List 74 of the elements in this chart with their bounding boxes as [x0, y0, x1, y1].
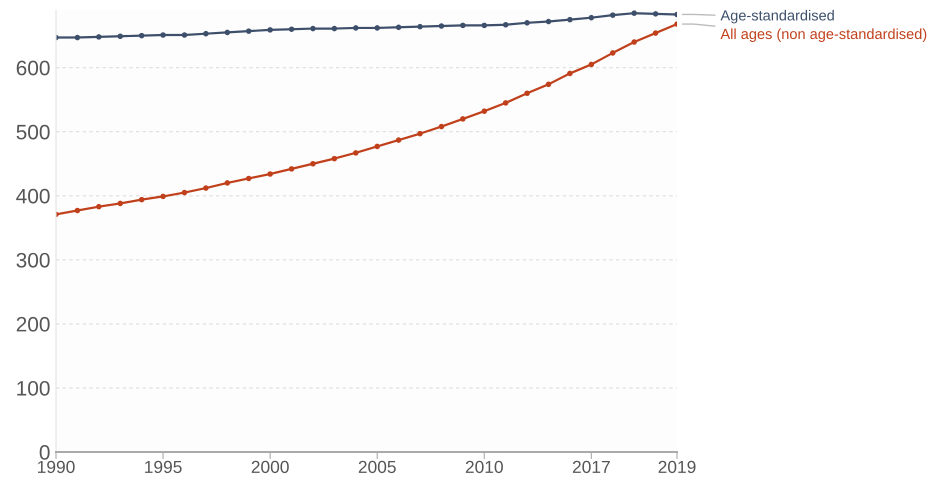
point	[396, 137, 402, 143]
point	[203, 30, 209, 36]
point	[288, 26, 294, 32]
point	[374, 25, 380, 31]
point	[267, 171, 273, 177]
point	[138, 32, 144, 38]
point	[546, 18, 552, 24]
y-tick-label: 500	[16, 124, 50, 140]
point	[631, 10, 637, 16]
point	[224, 30, 230, 36]
point	[546, 82, 552, 88]
point	[588, 62, 594, 68]
point	[502, 100, 508, 106]
point	[182, 190, 188, 196]
point	[310, 26, 316, 32]
point	[160, 194, 166, 200]
x-tick-label: 2000	[252, 460, 289, 474]
point	[246, 176, 252, 182]
point	[267, 27, 273, 33]
point	[417, 24, 423, 30]
point	[74, 208, 80, 214]
point	[631, 39, 637, 45]
point	[567, 16, 573, 22]
point	[374, 144, 380, 150]
x-tick-label: 2019	[658, 460, 696, 474]
y-tick-label: 600	[16, 60, 50, 76]
point	[182, 32, 188, 38]
x-tick-label: 1995	[145, 460, 182, 474]
text: All ages (non age-standardised)	[720, 28, 926, 42]
point	[417, 130, 423, 136]
x-tick-label: 2017	[572, 460, 610, 474]
point	[652, 11, 658, 17]
point	[310, 160, 316, 167]
text: Age-standardised	[720, 10, 834, 24]
x-tick-label: 2005	[358, 460, 396, 474]
point	[652, 30, 658, 36]
point	[332, 26, 338, 32]
y-tick-label: 400	[16, 188, 50, 204]
point	[203, 185, 209, 191]
point	[438, 23, 444, 29]
y-tick-label: 100	[17, 380, 50, 396]
point	[117, 33, 124, 40]
y-tick-label: 200	[16, 316, 50, 332]
x-tick-label: 1990	[38, 460, 75, 474]
point	[460, 22, 466, 28]
point	[160, 32, 166, 38]
point	[353, 25, 359, 31]
point	[96, 204, 102, 210]
point	[588, 14, 594, 20]
point	[610, 50, 616, 56]
point	[482, 22, 488, 28]
y-tick-label: 0	[40, 445, 50, 460]
point	[138, 196, 144, 202]
line-series	[56, 10, 677, 40]
point	[460, 116, 466, 122]
point	[246, 28, 252, 34]
point	[396, 24, 402, 30]
point	[610, 12, 616, 18]
line-series	[56, 21, 677, 218]
point	[74, 34, 80, 40]
point	[524, 20, 530, 26]
point	[224, 180, 230, 186]
y-tick-label: 300	[16, 252, 50, 268]
point	[288, 166, 294, 172]
point	[353, 150, 359, 156]
point	[524, 90, 530, 96]
point	[96, 34, 102, 40]
point	[482, 108, 488, 114]
point	[332, 156, 338, 162]
x-tick-label: 2010	[466, 460, 503, 474]
point	[502, 22, 508, 28]
point	[438, 124, 444, 130]
point	[567, 70, 573, 76]
point	[117, 200, 124, 206]
